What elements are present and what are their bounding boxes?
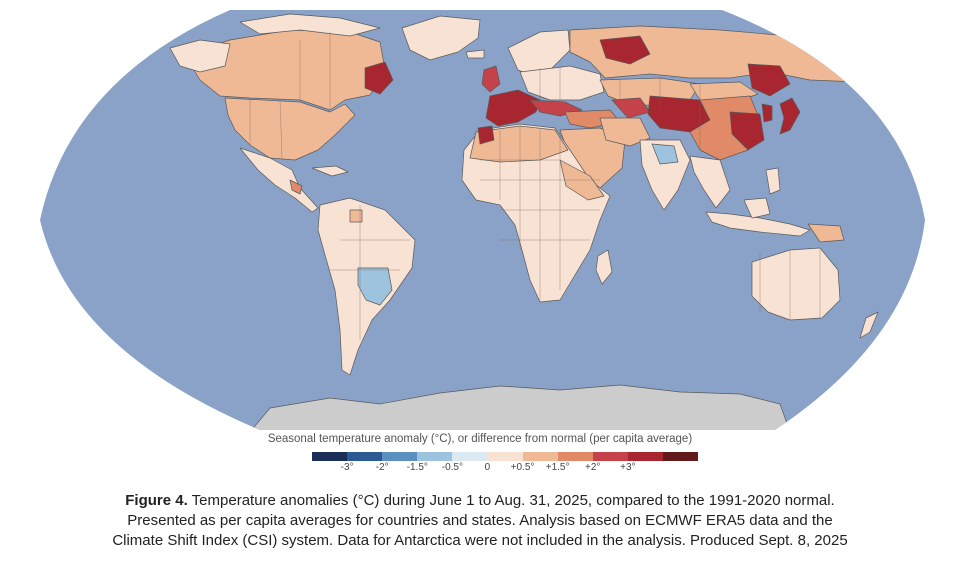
legend-swatch	[487, 452, 523, 461]
legend-swatch	[452, 452, 488, 461]
legend-swatch	[382, 452, 418, 461]
region-india-cool	[651, 143, 679, 165]
legend-swatch	[592, 452, 628, 461]
caption-line-2: Presented as per capita averages for cou…	[127, 512, 833, 529]
legend-swatch	[312, 452, 348, 461]
region-india	[639, 139, 691, 211]
region-newfoundland	[364, 61, 394, 95]
region-russia-hot-west	[599, 35, 651, 65]
region-indonesia	[705, 211, 811, 237]
region-east-china-hot	[729, 111, 765, 151]
caption-line-3: Climate Shift Index (CSI) system. Data f…	[112, 532, 848, 549]
region-mexico	[239, 147, 319, 213]
caption-line-1: Figure 4. Temperature anomalies (°C) dur…	[0, 491, 960, 511]
region-se-asia	[689, 155, 731, 209]
region-iceland	[465, 49, 485, 59]
region-antarctica	[249, 384, 791, 430]
legend-tick: +3°	[620, 462, 636, 473]
region-russia-east-hot	[747, 63, 791, 97]
caption-text-1: Temperature anomalies (°C) during June 1…	[187, 492, 835, 509]
legend-tick: -1.5°	[406, 462, 428, 473]
legend-tick: -3°	[340, 462, 354, 473]
region-usa	[224, 97, 356, 161]
legend-title: Seasonal temperature anomaly (°C), or di…	[267, 433, 693, 445]
legend-tick: +2°	[585, 462, 601, 473]
region-new-zealand	[859, 311, 879, 339]
legend-tick: +0.5°	[510, 462, 535, 473]
legend-swatch	[662, 452, 699, 461]
region-greenland	[401, 15, 481, 61]
region-north-africa	[469, 125, 569, 163]
legend-swatch	[417, 452, 453, 461]
region-central-america-warm	[289, 179, 303, 195]
legend-tick: 0	[484, 462, 491, 473]
world-anomaly-map	[40, 10, 925, 430]
region-central-europe	[519, 65, 605, 101]
region-arctic-islands	[239, 13, 381, 37]
caption-label: Figure 4.	[125, 492, 188, 509]
legend-tick: -0.5°	[441, 462, 463, 473]
region-korea	[761, 103, 773, 123]
region-uk	[481, 65, 501, 93]
region-borneo	[743, 197, 771, 219]
region-philippines	[765, 167, 781, 195]
region-madagascar	[595, 249, 613, 285]
region-western-europe	[485, 89, 541, 127]
region-south-america-warm	[349, 209, 363, 223]
legend-swatch	[627, 452, 663, 461]
legend-tick: +1.5°	[545, 462, 570, 473]
legend-tick-labels: -3° -2° -1.5° -0.5° 0 +0.5° +1.5° +2° +3°	[0, 462, 960, 476]
region-scandinavia	[507, 29, 571, 77]
map-svg	[40, 10, 925, 430]
region-alaska	[169, 39, 231, 73]
legend-color-bar	[312, 452, 699, 461]
region-australia	[751, 247, 841, 321]
legend-tick: -2°	[375, 462, 389, 473]
legend-swatch	[347, 452, 383, 461]
region-morocco	[477, 125, 495, 145]
legend-swatch	[522, 452, 558, 461]
region-caribbean	[311, 165, 349, 177]
region-south-america-cool	[357, 267, 393, 306]
region-japan	[779, 97, 801, 135]
figure-caption: Figure 4. Temperature anomalies (°C) dur…	[0, 491, 960, 551]
legend-swatch	[557, 452, 593, 461]
country-borders	[249, 32, 821, 340]
region-new-guinea	[807, 223, 845, 243]
